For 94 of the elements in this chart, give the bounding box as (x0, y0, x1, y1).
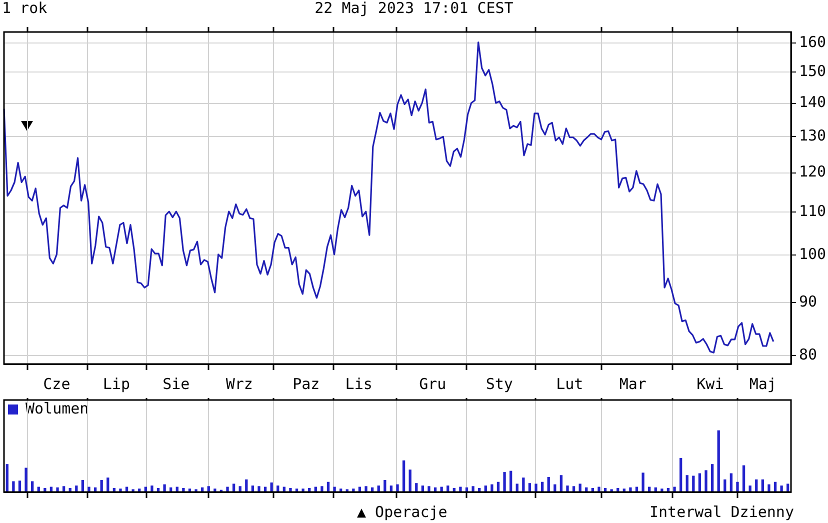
bar (56, 487, 59, 492)
bar (679, 458, 682, 492)
text: Interwal Dzienny (650, 502, 794, 522)
bar (724, 479, 726, 492)
bar (31, 481, 34, 492)
bar (755, 479, 758, 492)
x-tick-label: Sty (486, 374, 513, 393)
x-tick-label: Sie (162, 374, 190, 393)
bar (6, 464, 8, 492)
bar (780, 486, 783, 492)
bar (761, 479, 764, 492)
x-tick-label: Mar (619, 374, 646, 393)
bar (686, 475, 688, 492)
bar (119, 488, 122, 492)
bar (610, 489, 613, 492)
bar (320, 486, 324, 492)
bar (578, 484, 582, 492)
bar (673, 486, 676, 492)
bar (402, 460, 406, 492)
bar (522, 478, 525, 492)
bar (516, 484, 518, 492)
bar (717, 430, 720, 492)
y-tick-label: 140 (799, 93, 826, 112)
bar (226, 486, 229, 492)
y-tick-label: 150 (799, 62, 826, 80)
bar (258, 486, 260, 492)
bar (44, 488, 46, 492)
bar (384, 480, 386, 492)
y-tick-label: 130 (799, 126, 826, 145)
bar (408, 470, 412, 492)
bar (352, 488, 355, 492)
bar (245, 479, 248, 492)
bar (503, 472, 506, 492)
x-tick-label: Cze (43, 374, 70, 393)
bar (748, 486, 752, 492)
y-tick-label: 100 (799, 244, 826, 263)
bar (698, 473, 702, 492)
x-tick-label: Gru (419, 374, 446, 393)
bar (459, 486, 462, 492)
bar (736, 482, 739, 492)
y-tick-label: 110 (799, 202, 826, 220)
bar (302, 488, 304, 492)
bar (232, 484, 236, 492)
bar (547, 476, 550, 492)
bar (333, 486, 336, 492)
bar (364, 486, 368, 492)
bar (132, 489, 134, 492)
bar (182, 488, 185, 492)
bar (100, 480, 103, 492)
bar (642, 472, 644, 492)
bar (150, 486, 154, 492)
bar (786, 484, 790, 492)
y-tick-label: 160 (799, 33, 826, 52)
y-tick-label: 80 (799, 345, 818, 364)
bar (742, 465, 746, 492)
chart-subtitle: 22 Maj 2023 17:01 CEST (314, 0, 514, 17)
bar (472, 486, 474, 492)
bar (88, 486, 90, 492)
x-tick-label: Wrz (226, 374, 253, 393)
bar (768, 484, 770, 492)
bar (440, 486, 443, 492)
bar (730, 473, 733, 492)
bar (534, 484, 538, 492)
y-tick-label: 90 (799, 292, 818, 310)
text: ▲ Operacje (357, 502, 448, 522)
bar (629, 487, 632, 492)
x-tick-label: Lip (102, 374, 130, 393)
legend-label: Wolumen (26, 399, 89, 418)
bar (692, 476, 695, 492)
bar (660, 488, 664, 492)
x-tick-label: Lut (556, 374, 584, 393)
bar (428, 486, 430, 492)
bar (704, 470, 708, 492)
bar (24, 468, 28, 492)
bar (106, 478, 110, 492)
bar (81, 480, 84, 492)
bar (490, 484, 494, 492)
bar (194, 489, 198, 492)
bar (12, 481, 15, 492)
y-tick-label: 120 (799, 162, 826, 181)
bar (566, 486, 569, 492)
x-tick-label: Maj (749, 374, 776, 393)
x-tick-label: Paz (292, 374, 320, 393)
bar (396, 484, 399, 492)
x-tick-label: Lis (345, 374, 372, 393)
bar (598, 486, 600, 492)
bar (510, 470, 512, 492)
bar (289, 488, 292, 492)
bar (163, 484, 166, 492)
bar (560, 475, 563, 492)
bar (18, 480, 22, 492)
x-tick-label: Kwi (696, 374, 724, 393)
bar (710, 464, 714, 492)
chart-title: 1 rok (2, 0, 48, 18)
